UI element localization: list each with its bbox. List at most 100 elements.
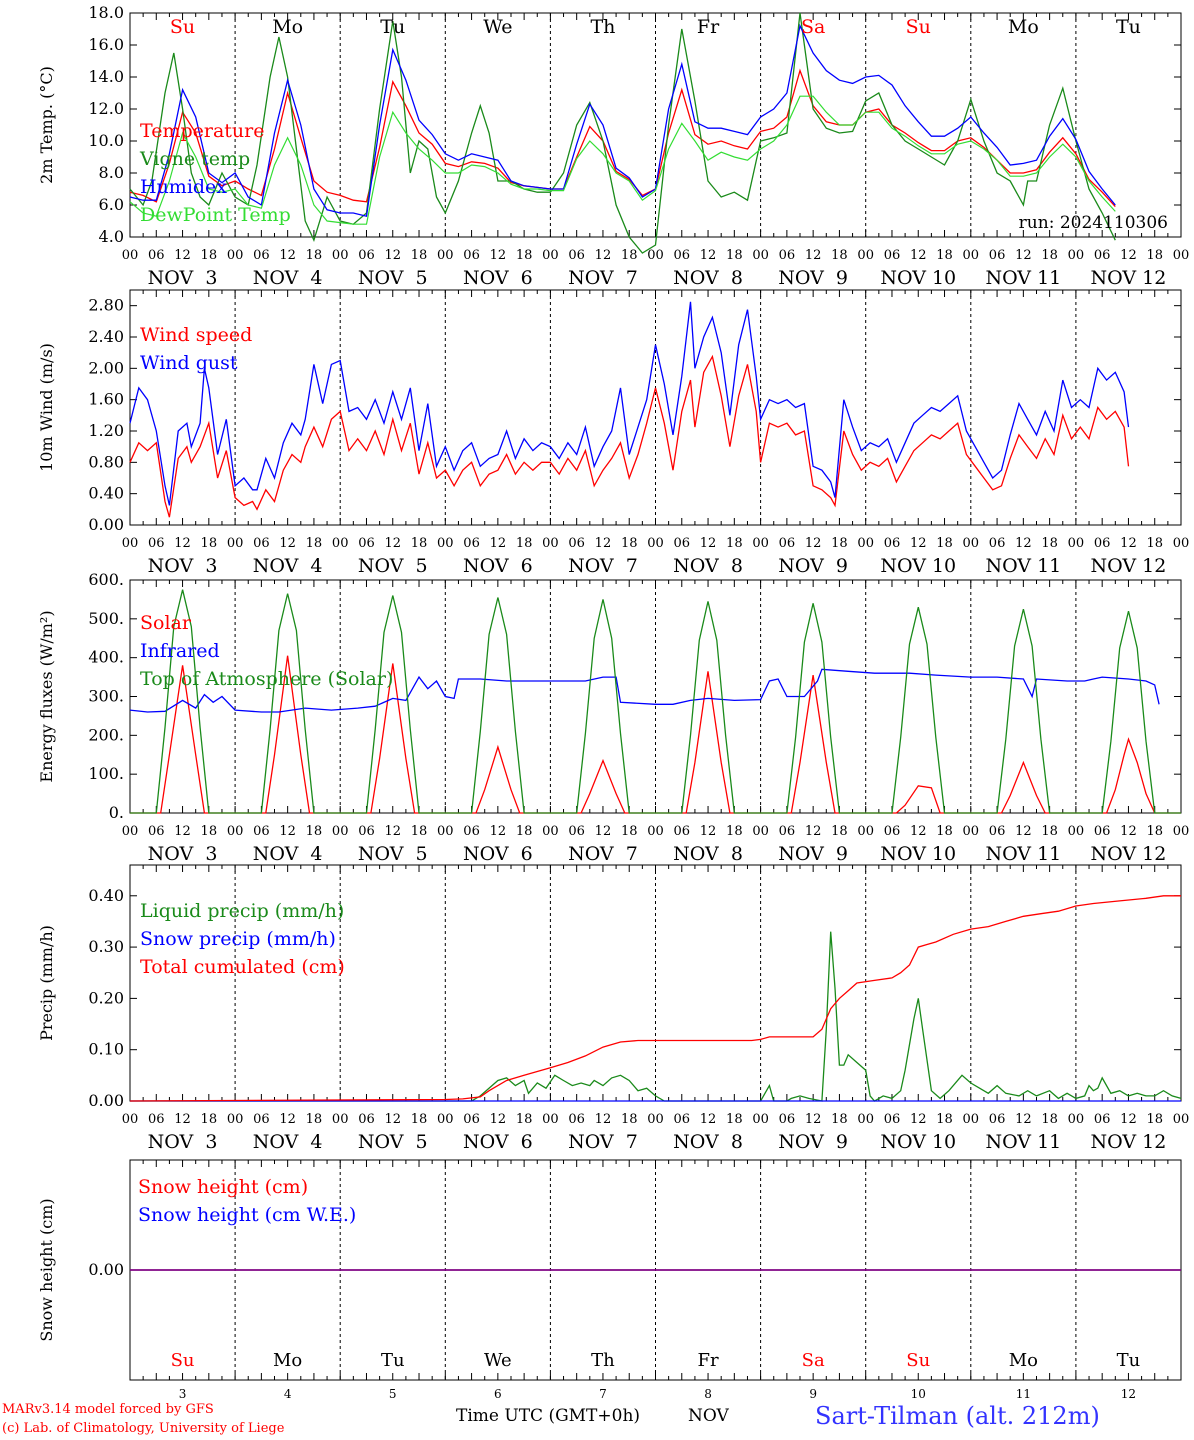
day-number-label: 5	[389, 1387, 397, 1401]
hour-tick-label: 00	[1068, 248, 1085, 263]
weekday-label-bottom: Mo	[273, 1350, 302, 1371]
day-number-label: 12	[1121, 1387, 1136, 1401]
hour-tick-label: 12	[384, 536, 401, 551]
hour-tick-label: 00	[1068, 824, 1085, 839]
run-label: run: 2024110306	[1019, 213, 1168, 233]
hour-tick-label: 12	[490, 536, 507, 551]
series-line-total-cumulated-cm-	[129, 895, 1181, 1102]
date-label: NOV 8	[673, 267, 743, 289]
hour-tick-label: 18	[516, 248, 533, 263]
hour-tick-label: 18	[516, 536, 533, 551]
weekday-label-top: Mo	[1008, 16, 1039, 38]
hour-tick-label: 12	[174, 1112, 191, 1127]
hour-tick-label: 18	[726, 536, 743, 551]
weekday-label-bottom: Sa	[802, 1350, 825, 1371]
hour-tick-label: 18	[201, 536, 218, 551]
y-tick-label: 0.00	[88, 1260, 124, 1279]
date-label: NOV 10	[880, 555, 956, 577]
y-tick-label: 0.20	[88, 988, 124, 1007]
hour-tick-label: 06	[1094, 536, 1111, 551]
hour-tick-label: 06	[463, 1112, 480, 1127]
hour-tick-label: 18	[201, 824, 218, 839]
date-label: NOV 9	[778, 1131, 848, 1153]
hour-tick-label: 00	[122, 248, 139, 263]
y-tick-label: 500.	[88, 609, 124, 628]
y-tick-label: 6.0	[99, 195, 124, 214]
hour-tick-label: 06	[674, 1112, 691, 1127]
hour-tick-label: 12	[1015, 824, 1032, 839]
series-line-wind-gust	[129, 301, 1130, 506]
hour-tick-label: 12	[384, 824, 401, 839]
hour-tick-label: 12	[910, 248, 927, 263]
weekday-label-bottom: We	[484, 1350, 512, 1371]
hour-tick-label: 00	[437, 824, 454, 839]
y-tick-label: 0.00	[88, 515, 124, 534]
hour-tick-label: 12	[700, 1112, 717, 1127]
legend-entry: Humidex	[140, 176, 227, 198]
hour-tick-label: 00	[332, 248, 349, 263]
weekday-label-top: Su	[170, 16, 195, 38]
hour-tick-label: 06	[884, 248, 901, 263]
hour-tick-label: 06	[358, 1112, 375, 1127]
weekday-label-bottom: Su	[906, 1350, 930, 1371]
hour-tick-label: 18	[1041, 536, 1058, 551]
y-axis-title: 2m Temp. (°C)	[37, 66, 56, 184]
weekday-label-top: Fr	[697, 16, 720, 38]
hour-tick-label: 00	[542, 536, 559, 551]
hour-tick-label: 00	[963, 824, 980, 839]
hour-tick-label: 06	[148, 536, 165, 551]
hour-tick-label: 12	[174, 536, 191, 551]
date-label: NOV 10	[880, 267, 956, 289]
hour-tick-label: 06	[1094, 824, 1111, 839]
date-label: NOV 4	[253, 555, 323, 577]
hour-tick-label: 06	[568, 1112, 585, 1127]
series-line-wind-speed	[129, 354, 1130, 518]
hour-tick-label: 18	[831, 1112, 848, 1127]
hour-tick-label: 12	[910, 536, 927, 551]
hour-tick-label: 06	[568, 824, 585, 839]
hour-tick-label: 06	[779, 248, 796, 263]
hour-tick-label: 00	[1173, 1112, 1190, 1127]
date-label: NOV 4	[253, 1131, 323, 1153]
legend-entry: Infrared	[140, 640, 220, 662]
day-number-label: 3	[179, 1387, 187, 1401]
time-axis-label: Time UTC (GMT+0h)	[456, 1406, 641, 1426]
date-label: NOV 7	[568, 267, 638, 289]
y-tick-label: 0.	[109, 803, 124, 822]
hour-tick-label: 12	[805, 536, 822, 551]
hour-tick-label: 06	[253, 1112, 270, 1127]
hour-tick-label: 06	[674, 536, 691, 551]
legend-entry: Solar	[140, 612, 192, 634]
date-label: NOV 7	[568, 1131, 638, 1153]
hour-tick-label: 00	[542, 248, 559, 263]
hour-tick-label: 18	[1146, 1112, 1163, 1127]
y-tick-label: 2.80	[88, 296, 124, 315]
legend-entry: Snow height (cm W.E.)	[138, 1204, 356, 1226]
hour-tick-label: 00	[647, 824, 664, 839]
hour-tick-label: 06	[568, 248, 585, 263]
date-label: NOV 7	[568, 555, 638, 577]
series-line-top-of-atmosphere-solar-	[130, 589, 1181, 814]
date-label: NOV 11	[985, 1131, 1061, 1153]
weekday-label-top: Mo	[272, 16, 303, 38]
hour-tick-label: 18	[936, 824, 953, 839]
legend-entry: Wind gust	[140, 352, 238, 374]
hour-tick-label: 00	[963, 248, 980, 263]
day-number-label: 11	[1016, 1387, 1031, 1401]
hour-tick-label: 18	[1146, 536, 1163, 551]
y-tick-label: 0.10	[88, 1040, 124, 1059]
weekday-label-top: We	[483, 16, 512, 38]
hour-tick-label: 06	[1094, 248, 1111, 263]
hour-tick-label: 12	[1120, 1112, 1137, 1127]
hour-tick-label: 18	[516, 824, 533, 839]
date-label: NOV 12	[1091, 1131, 1167, 1153]
hour-tick-label: 18	[1041, 824, 1058, 839]
date-label: NOV 3	[148, 843, 218, 865]
y-tick-label: 400.	[88, 648, 124, 667]
date-label: NOV 7	[568, 843, 638, 865]
hour-tick-label: 12	[700, 824, 717, 839]
hour-tick-label: 12	[1120, 824, 1137, 839]
date-label: NOV 6	[463, 1131, 533, 1153]
legend-entry: Snow precip (mm/h)	[140, 928, 336, 950]
